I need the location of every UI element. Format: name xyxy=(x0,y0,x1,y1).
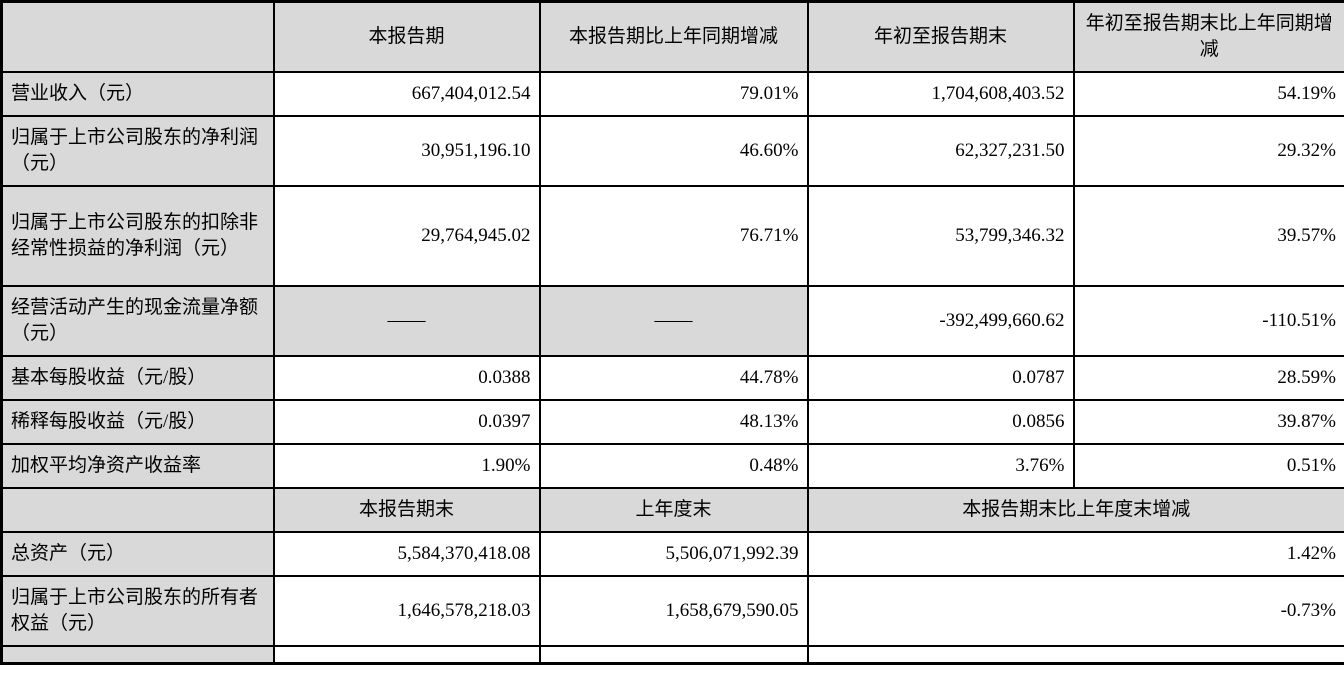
empty-label-cell xyxy=(0,644,275,665)
value-ytd-yoy: -110.51% xyxy=(1072,284,1344,357)
value-ytd: 3.76% xyxy=(806,442,1075,489)
header-row-2: 本报告期末 上年度末 本报告期末比上年度末增减 xyxy=(0,486,1344,533)
metric-label: 归属于上市公司股东的所有者权益（元） xyxy=(0,574,275,647)
value-yoy: 46.60% xyxy=(538,114,809,187)
value-period-end: 5,584,370,418.08 xyxy=(272,530,541,577)
value-ytd-yoy: 0.51% xyxy=(1072,442,1344,489)
metric-label: 营业收入（元） xyxy=(0,70,275,117)
col-header-ytd: 年初至报告期末 xyxy=(806,0,1075,73)
col-header-prev-year-end: 上年度末 xyxy=(538,486,809,533)
value-ytd: -392,499,660.62 xyxy=(806,284,1075,357)
col-header-current-period: 本报告期 xyxy=(272,0,541,73)
header-row-1: 本报告期 本报告期比上年同期增减 年初至报告期末 年初至报告期末比上年同期增减 xyxy=(0,0,1344,73)
table-row-operating-cash-flow: 经营活动产生的现金流量净额（元） —— —— -392,499,660.62 -… xyxy=(0,284,1344,357)
value-current: 0.0397 xyxy=(272,398,541,445)
corner-cell-2 xyxy=(0,486,275,533)
value-ytd: 0.0856 xyxy=(806,398,1075,445)
table-row-diluted-eps: 稀释每股收益（元/股） 0.0397 48.13% 0.0856 39.87% xyxy=(0,398,1344,445)
empty-cell xyxy=(272,644,541,665)
value-ytd: 53,799,346.32 xyxy=(806,184,1075,287)
metric-label: 加权平均净资产收益率 xyxy=(0,442,275,489)
metric-label: 经营活动产生的现金流量净额（元） xyxy=(0,284,275,357)
metric-label: 基本每股收益（元/股） xyxy=(0,354,275,401)
value-yoy: 48.13% xyxy=(538,398,809,445)
empty-cell xyxy=(538,644,809,665)
value-ytd-yoy: 39.57% xyxy=(1072,184,1344,287)
metric-label: 稀释每股收益（元/股） xyxy=(0,398,275,445)
value-period-end: 1,646,578,218.03 xyxy=(272,574,541,647)
col-header-period-end: 本报告期末 xyxy=(272,486,541,533)
empty-cell xyxy=(806,644,1344,665)
value-ytd-yoy: 28.59% xyxy=(1072,354,1344,401)
value-change: 1.42% xyxy=(806,530,1344,577)
table-row-revenue: 营业收入（元） 667,404,012.54 79.01% 1,704,608,… xyxy=(0,70,1344,117)
financial-summary-table: 本报告期 本报告期比上年同期增减 年初至报告期末 年初至报告期末比上年同期增减 … xyxy=(0,0,1344,665)
value-yoy-dash: —— xyxy=(538,284,809,357)
table-row-basic-eps: 基本每股收益（元/股） 0.0388 44.78% 0.0787 28.59% xyxy=(0,354,1344,401)
value-yoy: 79.01% xyxy=(538,70,809,117)
table-row-net-profit-excl-nonrecurring: 归属于上市公司股东的扣除非经常性损益的净利润（元） 29,764,945.02 … xyxy=(0,184,1344,287)
value-current: 0.0388 xyxy=(272,354,541,401)
metric-label: 归属于上市公司股东的扣除非经常性损益的净利润（元） xyxy=(0,184,275,287)
value-current: 1.90% xyxy=(272,442,541,489)
value-ytd: 62,327,231.50 xyxy=(806,114,1075,187)
value-yoy: 0.48% xyxy=(538,442,809,489)
value-change: -0.73% xyxy=(806,574,1344,647)
value-prev-year-end: 1,658,679,590.05 xyxy=(538,574,809,647)
table-row-owners-equity: 归属于上市公司股东的所有者权益（元） 1,646,578,218.03 1,65… xyxy=(0,574,1344,647)
metric-label: 总资产（元） xyxy=(0,530,275,577)
col-header-yoy-change: 本报告期比上年同期增减 xyxy=(538,0,809,73)
value-current: 30,951,196.10 xyxy=(272,114,541,187)
col-header-ytd-yoy-change: 年初至报告期末比上年同期增减 xyxy=(1072,0,1344,73)
value-prev-year-end: 5,506,071,992.39 xyxy=(538,530,809,577)
value-ytd: 0.0787 xyxy=(806,354,1075,401)
value-ytd-yoy: 54.19% xyxy=(1072,70,1344,117)
metric-label: 归属于上市公司股东的净利润（元） xyxy=(0,114,275,187)
value-ytd-yoy: 39.87% xyxy=(1072,398,1344,445)
value-current: 29,764,945.02 xyxy=(272,184,541,287)
value-current-dash: —— xyxy=(272,284,541,357)
value-yoy: 76.71% xyxy=(538,184,809,287)
table-row-total-assets: 总资产（元） 5,584,370,418.08 5,506,071,992.39… xyxy=(0,530,1344,577)
table-row-empty xyxy=(0,644,1344,665)
value-yoy: 44.78% xyxy=(538,354,809,401)
value-ytd: 1,704,608,403.52 xyxy=(806,70,1075,117)
corner-cell xyxy=(0,0,275,73)
table-row-weighted-avg-roe: 加权平均净资产收益率 1.90% 0.48% 3.76% 0.51% xyxy=(0,442,1344,489)
value-ytd-yoy: 29.32% xyxy=(1072,114,1344,187)
value-current: 667,404,012.54 xyxy=(272,70,541,117)
table-row-net-profit: 归属于上市公司股东的净利润（元） 30,951,196.10 46.60% 62… xyxy=(0,114,1344,187)
col-header-period-end-change: 本报告期末比上年度末增减 xyxy=(806,486,1344,533)
